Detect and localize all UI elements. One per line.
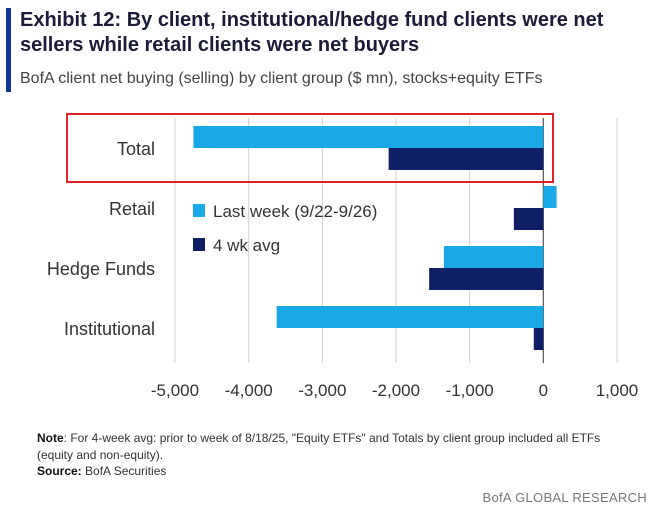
category-label: Total [117, 139, 155, 159]
bar-four-wk-avg [388, 148, 544, 170]
brand-label: BofA GLOBAL RESEARCH [482, 490, 647, 505]
bar-last-week [276, 306, 544, 328]
legend-swatch [193, 204, 205, 217]
client-flows-bar-chart: Total Retail Hedge Funds Institutional -5,0… [47, 113, 638, 400]
note-text: : For 4-week avg: prior to week of 8/18/… [37, 431, 601, 462]
bar-layer [193, 126, 557, 350]
bar-four-wk-avg [513, 208, 544, 230]
x-tick-label: -4,000 [225, 381, 273, 400]
x-tick-label-layer: -5,000 -4,000 -3,000 -2,000 -1,000 0 1,000 [151, 381, 638, 400]
x-tick-label: 1,000 [596, 381, 639, 400]
note-label: Note [37, 431, 64, 445]
header-accent-bar [6, 8, 11, 92]
category-label: Retail [109, 199, 155, 219]
source-text: BofA Securities [81, 464, 167, 478]
exhibit-title: Exhibit 12: By client, institutional/hed… [20, 9, 604, 56]
bar-last-week [443, 246, 544, 268]
legend-label: 4 wk avg [213, 236, 280, 255]
category-label-layer: Total Retail Hedge Funds Institutional [47, 139, 155, 339]
bar-four-wk-avg [533, 328, 544, 350]
chart-source: Source: BofA Securities [37, 464, 166, 478]
bar-last-week [543, 186, 557, 208]
source-label: Source: [37, 464, 82, 478]
category-label: Institutional [64, 319, 155, 339]
x-tick-label: 0 [539, 381, 548, 400]
x-tick-label: -3,000 [298, 381, 346, 400]
legend: Last week (9/22-9/26) 4 wk avg [193, 202, 377, 255]
x-tick-label: -5,000 [151, 381, 199, 400]
legend-label: Last week (9/22-9/26) [213, 202, 377, 221]
bar-four-wk-avg [429, 268, 544, 290]
total-highlight-box [66, 113, 554, 183]
exhibit-subtitle: BofA client net buying (selling) by clie… [20, 70, 543, 87]
category-label: Hedge Funds [47, 259, 155, 279]
chart-note: Note: For 4-week avg: prior to week of 8… [37, 430, 637, 464]
x-tick-label: -2,000 [372, 381, 420, 400]
x-tick-label: -1,000 [446, 381, 494, 400]
legend-swatch [193, 238, 205, 251]
bar-last-week [193, 126, 544, 148]
